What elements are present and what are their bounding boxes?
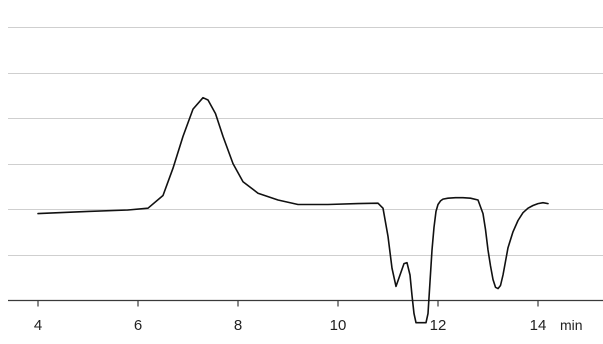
x-tick-label-12: 12 [430,317,447,334]
chromatogram-trace [37,96,549,324]
x-axis-ticks [37,300,539,307]
x-tick-label-4: 4 [34,317,42,334]
x-tick-label-14: 14 [530,317,547,334]
x-axis-tick-labels: 4 6 8 10 12 14 [34,317,547,334]
x-axis-unit-label: min [560,317,583,333]
x-tick-label-6: 6 [134,317,142,334]
gridlines [8,27,603,256]
x-tick-label-10: 10 [330,317,347,334]
x-tick-label-8: 8 [234,317,242,334]
